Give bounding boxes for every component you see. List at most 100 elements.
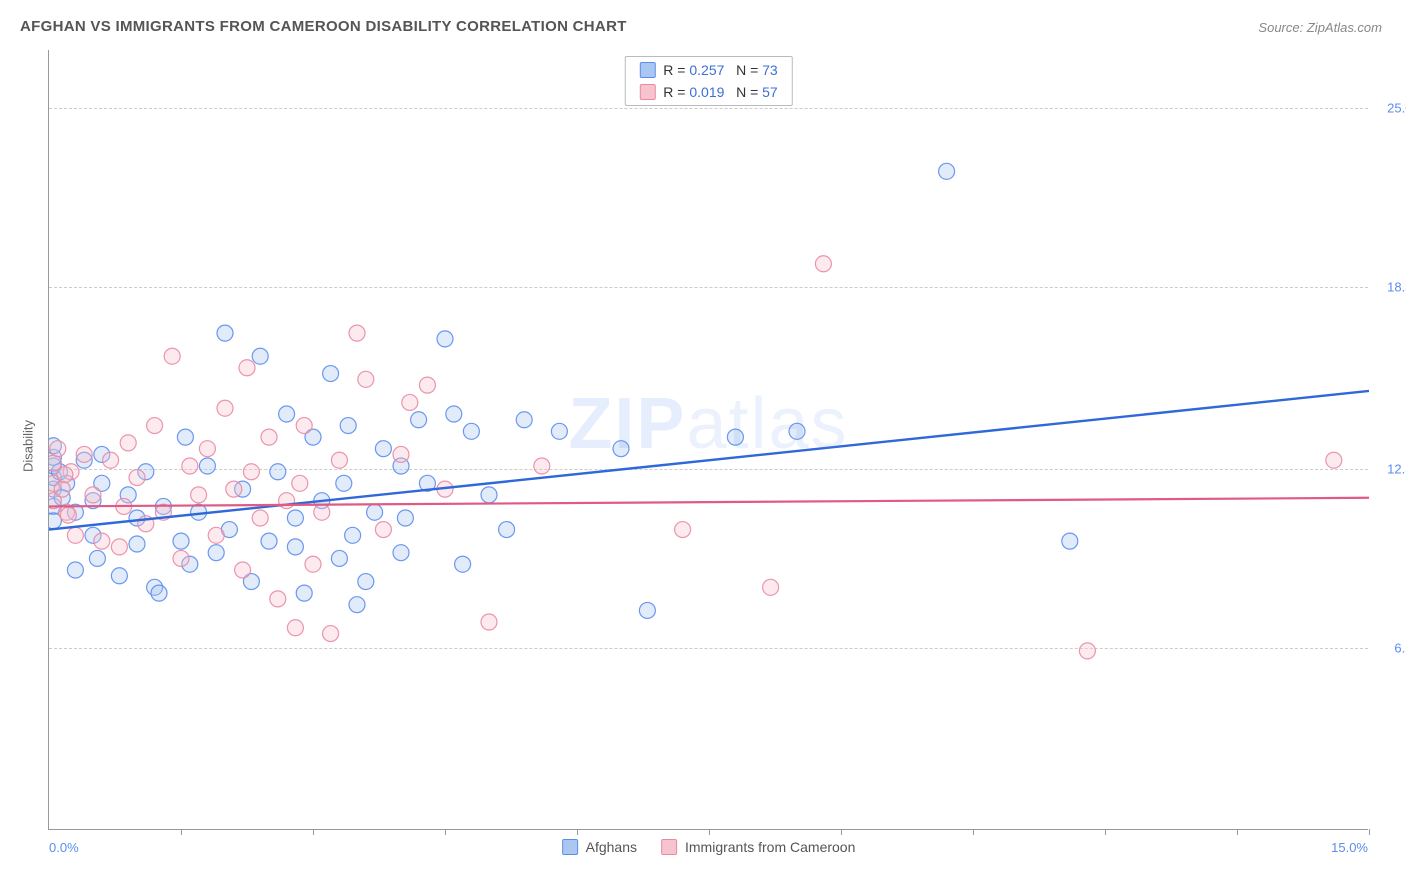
series-legend: Afghans Immigrants from Cameroon (562, 839, 856, 855)
data-point (397, 510, 413, 526)
data-point (340, 418, 356, 434)
data-point (455, 556, 471, 572)
data-point (613, 441, 629, 457)
data-point (57, 467, 73, 483)
data-point (331, 452, 347, 468)
data-point (393, 545, 409, 561)
data-point (402, 394, 418, 410)
legend-label: Afghans (586, 839, 637, 855)
chart-title: AFGHAN VS IMMIGRANTS FROM CAMEROON DISAB… (20, 18, 627, 35)
data-point (261, 533, 277, 549)
legend-label: Immigrants from Cameroon (685, 839, 855, 855)
data-point (287, 510, 303, 526)
data-point (199, 458, 215, 474)
data-point (111, 568, 127, 584)
data-point (287, 539, 303, 555)
source-label: Source: ZipAtlas.com (1258, 20, 1382, 35)
data-point (463, 423, 479, 439)
data-point (1326, 452, 1342, 468)
data-point (60, 507, 76, 523)
data-point (639, 602, 655, 618)
data-point (727, 429, 743, 445)
data-point (208, 527, 224, 543)
data-point (182, 458, 198, 474)
data-point (323, 626, 339, 642)
data-point (111, 539, 127, 555)
y-tick-label: 25.0% (1374, 100, 1406, 115)
data-point (481, 487, 497, 503)
data-point (85, 487, 101, 503)
data-point (1079, 643, 1095, 659)
data-point (279, 406, 295, 422)
data-point (54, 481, 70, 497)
data-point (763, 579, 779, 595)
x-axis-max-label: 15.0% (1331, 840, 1368, 855)
data-point (151, 585, 167, 601)
data-point (208, 545, 224, 561)
correlation-legend: R = 0.257 N = 73 R = 0.019 N = 57 (624, 56, 792, 106)
data-point (287, 620, 303, 636)
scatter-layer (49, 50, 1369, 830)
data-point (103, 452, 119, 468)
data-point (534, 458, 550, 474)
data-point (481, 614, 497, 630)
legend-row-series-a: R = 0.257 N = 73 (625, 59, 791, 81)
data-point (358, 371, 374, 387)
data-point (243, 464, 259, 480)
y-tick-label: 18.8% (1374, 279, 1406, 294)
data-point (191, 487, 207, 503)
data-point (336, 475, 352, 491)
data-point (305, 556, 321, 572)
data-point (411, 412, 427, 428)
data-point (270, 591, 286, 607)
y-tick-label: 6.3% (1374, 641, 1406, 656)
data-point (367, 504, 383, 520)
data-point (499, 522, 515, 538)
data-point (164, 348, 180, 364)
plot-area: 6.3%12.5%18.8%25.0% ZIPatlas R = 0.257 N… (48, 50, 1368, 830)
y-axis-label: Disability (21, 420, 36, 472)
data-point (815, 256, 831, 272)
data-point (177, 429, 193, 445)
data-point (349, 325, 365, 341)
data-point (314, 504, 330, 520)
data-point (331, 550, 347, 566)
data-point (292, 475, 308, 491)
data-point (252, 510, 268, 526)
data-point (270, 464, 286, 480)
data-point (419, 377, 435, 393)
data-point (147, 418, 163, 434)
data-point (375, 441, 391, 457)
data-point (217, 400, 233, 416)
data-point (358, 574, 374, 590)
data-point (345, 527, 361, 543)
swatch-icon (661, 839, 677, 855)
data-point (437, 331, 453, 347)
data-point (789, 423, 805, 439)
trend-line (49, 391, 1369, 530)
data-point (1062, 533, 1078, 549)
data-point (252, 348, 268, 364)
data-point (296, 585, 312, 601)
data-point (50, 441, 66, 457)
data-point (675, 522, 691, 538)
data-point (226, 481, 242, 497)
data-point (129, 470, 145, 486)
data-point (76, 446, 92, 462)
data-point (239, 360, 255, 376)
data-point (551, 423, 567, 439)
data-point (120, 435, 136, 451)
data-point (67, 562, 83, 578)
data-point (323, 366, 339, 382)
data-point (173, 533, 189, 549)
x-axis-min-label: 0.0% (49, 840, 79, 855)
data-point (217, 325, 233, 341)
data-point (446, 406, 462, 422)
data-point (89, 550, 105, 566)
data-point (94, 533, 110, 549)
data-point (67, 527, 83, 543)
legend-row-series-b: R = 0.019 N = 57 (625, 81, 791, 103)
y-tick-label: 12.5% (1374, 461, 1406, 476)
data-point (235, 562, 251, 578)
data-point (261, 429, 277, 445)
